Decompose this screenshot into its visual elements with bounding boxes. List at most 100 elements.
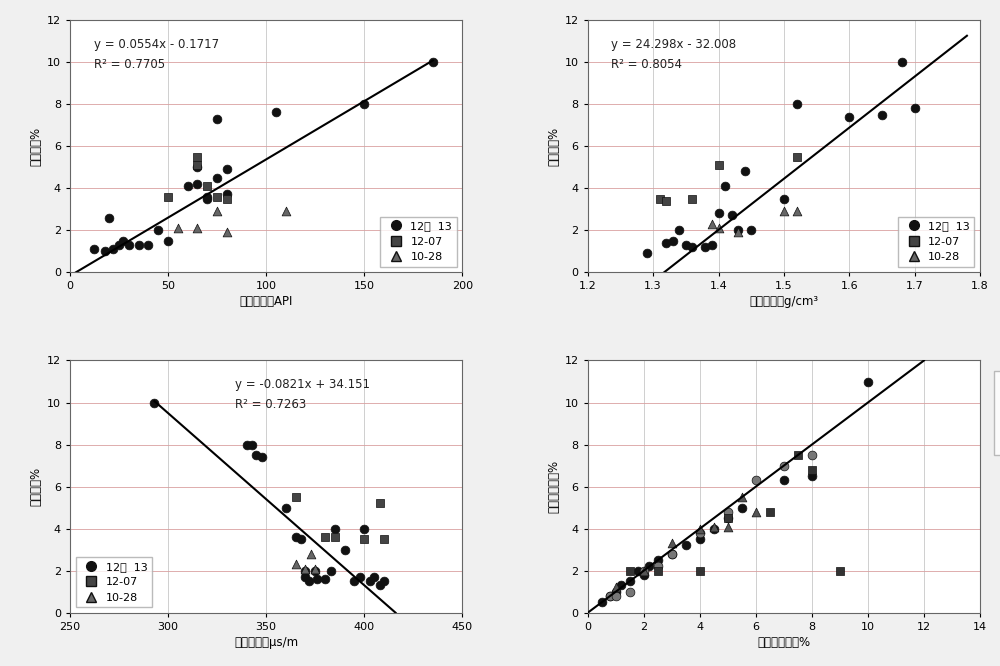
Point [293,534,309,545]
Point [602,591,618,601]
Legend: 12、  13, 12-07, 10-28: 12、 13, 12-07, 10-28 [380,216,457,266]
Y-axis label: 计算全水分，%: 计算全水分，% [547,460,560,513]
Point [671,225,687,236]
Point [140,240,156,250]
Point [894,57,910,67]
Legend: 12、  13, 12-07, 10-28: 12、 13, 12-07, 10-28 [76,557,152,607]
Text: R² = 0.7263: R² = 0.7263 [235,398,306,412]
Point [309,574,325,585]
Point [650,561,666,572]
Point [101,212,117,223]
Point [115,235,131,246]
Point [711,160,727,170]
Point [720,513,736,523]
Point [804,471,820,482]
Point [692,527,708,538]
Point [664,549,680,559]
Point [841,111,857,122]
Point [327,531,343,542]
Text: y = -0.0821x + 34.151: y = -0.0821x + 34.151 [235,378,370,391]
Point [658,238,674,248]
Point [323,565,339,576]
Point [860,376,876,387]
Point [776,206,792,216]
Point [278,502,294,513]
Point [776,460,792,471]
Text: R² = 0.8054: R² = 0.8054 [611,58,682,71]
Point [297,565,313,576]
Point [762,507,778,517]
Point [652,193,668,204]
Point [697,242,713,252]
Point [199,191,215,202]
Point [789,99,805,109]
X-axis label: 煎心全水分，%: 煎心全水分，% [757,636,810,649]
Point [288,492,304,502]
Point [288,531,304,542]
Point [362,576,378,587]
Point [356,534,372,545]
Point [711,208,727,218]
Point [209,206,225,216]
Point [301,576,317,587]
Point [608,582,624,593]
Point [706,521,722,532]
Y-axis label: 全水分，%: 全水分，% [547,127,560,166]
Point [692,523,708,534]
Point [317,574,333,585]
X-axis label: 体积密度，g/cm³: 体积密度，g/cm³ [749,296,818,308]
Point [832,565,848,576]
Legend: 12、  13, 12-07, 10-28: 12、 13, 12-07, 10-28 [898,216,974,266]
Point [724,210,740,221]
Point [776,475,792,486]
Point [160,235,176,246]
Point [737,166,753,176]
Y-axis label: 全水分，%: 全水分，% [30,127,43,166]
Point [608,586,624,597]
Point [239,440,255,450]
Point [356,523,372,534]
Point [711,222,727,233]
Legend: 12, 13, 10-28, 12-07: 12, 13, 10-28, 12-07 [994,372,1000,456]
Point [776,193,792,204]
X-axis label: 自然伽马，API: 自然伽马，API [239,296,293,308]
Point [307,563,323,574]
Point [352,571,368,582]
Point [254,452,270,462]
Point [622,576,638,587]
Point [199,180,215,191]
Point [734,492,750,502]
Point [219,164,235,174]
Point [594,597,610,607]
Point [730,225,746,236]
Point [189,160,205,170]
Point [189,162,205,172]
Point [678,240,694,250]
Point [804,464,820,475]
Text: y = 24.298x - 32.008: y = 24.298x - 32.008 [611,38,736,51]
Point [346,576,362,587]
Point [425,57,441,67]
Point [622,565,638,576]
Point [608,591,624,601]
Point [189,178,205,189]
Point [317,531,333,542]
Point [704,218,720,229]
Point [720,507,736,517]
Point [790,450,806,460]
Point [180,180,196,191]
Point [209,113,225,124]
Point [636,569,652,580]
Point [170,222,186,233]
Point [288,559,304,569]
Point [622,586,638,597]
Point [372,498,388,509]
Point [706,523,722,534]
Point [665,235,681,246]
Text: R² = 0.7705: R² = 0.7705 [94,58,165,71]
Point [297,571,313,582]
Point [105,244,121,254]
Point [664,538,680,549]
Point [209,191,225,202]
Point [303,549,319,559]
